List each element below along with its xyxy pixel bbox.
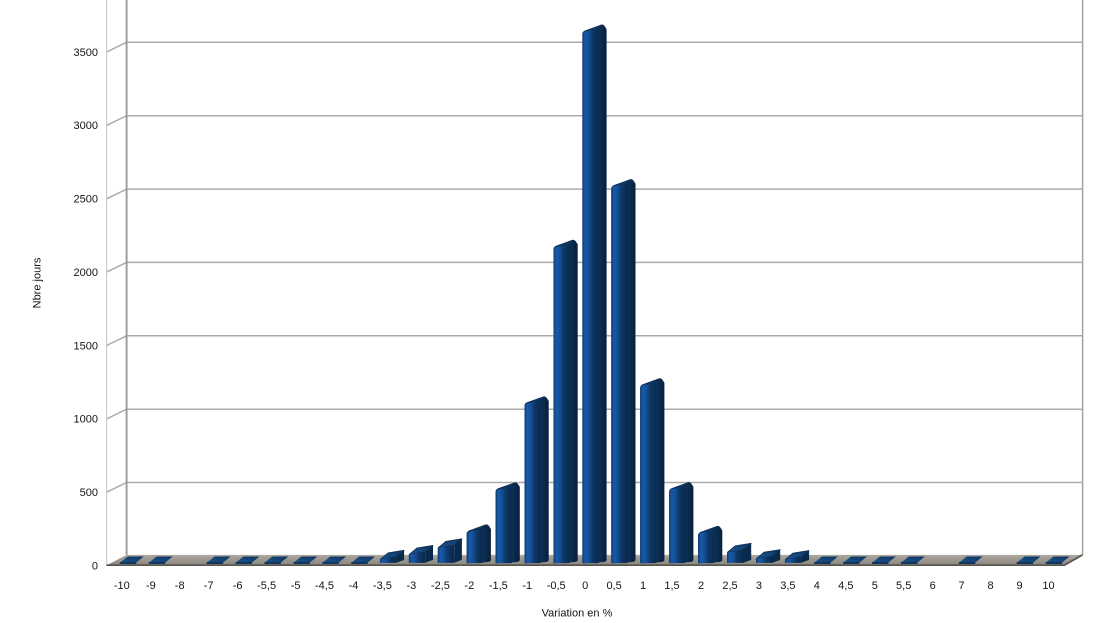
svg-text:3: 3 <box>756 580 762 592</box>
svg-text:5: 5 <box>872 580 878 592</box>
svg-text:-8: -8 <box>175 580 185 592</box>
svg-text:Nbre jours: Nbre jours <box>32 257 44 308</box>
svg-text:-7: -7 <box>204 580 214 592</box>
svg-text:9: 9 <box>1017 580 1023 592</box>
svg-text:2: 2 <box>698 580 704 592</box>
svg-text:-4,5: -4,5 <box>315 580 334 592</box>
svg-text:3500: 3500 <box>74 47 98 59</box>
svg-text:8: 8 <box>988 580 994 592</box>
svg-text:2,5: 2,5 <box>722 580 737 592</box>
svg-text:2000: 2000 <box>74 267 98 279</box>
svg-text:-5,5: -5,5 <box>257 580 276 592</box>
svg-text:-10: -10 <box>114 580 130 592</box>
svg-text:-2: -2 <box>464 580 474 592</box>
svg-text:0: 0 <box>582 580 588 592</box>
svg-text:-2,5: -2,5 <box>431 580 450 592</box>
svg-text:5,5: 5,5 <box>896 580 911 592</box>
svg-text:3000: 3000 <box>74 120 98 132</box>
svg-text:4,5: 4,5 <box>838 580 853 592</box>
svg-text:0: 0 <box>92 560 98 572</box>
svg-text:3,5: 3,5 <box>780 580 795 592</box>
svg-text:1,5: 1,5 <box>664 580 679 592</box>
svg-text:Variation en %: Variation en % <box>542 608 613 620</box>
svg-text:1000: 1000 <box>74 414 98 426</box>
svg-text:-3: -3 <box>407 580 417 592</box>
svg-text:1500: 1500 <box>74 340 98 352</box>
svg-text:6: 6 <box>930 580 936 592</box>
svg-text:-6: -6 <box>233 580 243 592</box>
svg-text:4: 4 <box>814 580 820 592</box>
svg-text:7: 7 <box>959 580 965 592</box>
svg-text:0,5: 0,5 <box>606 580 621 592</box>
svg-text:-5: -5 <box>291 580 301 592</box>
svg-text:2500: 2500 <box>74 194 98 206</box>
svg-text:10: 10 <box>1042 580 1054 592</box>
svg-text:-0,5: -0,5 <box>547 580 566 592</box>
svg-text:-9: -9 <box>146 580 156 592</box>
svg-text:1: 1 <box>640 580 646 592</box>
svg-text:-4: -4 <box>349 580 359 592</box>
svg-text:-3,5: -3,5 <box>373 580 392 592</box>
svg-text:-1,5: -1,5 <box>489 580 508 592</box>
svg-text:500: 500 <box>80 487 98 499</box>
svg-text:-1: -1 <box>522 580 532 592</box>
